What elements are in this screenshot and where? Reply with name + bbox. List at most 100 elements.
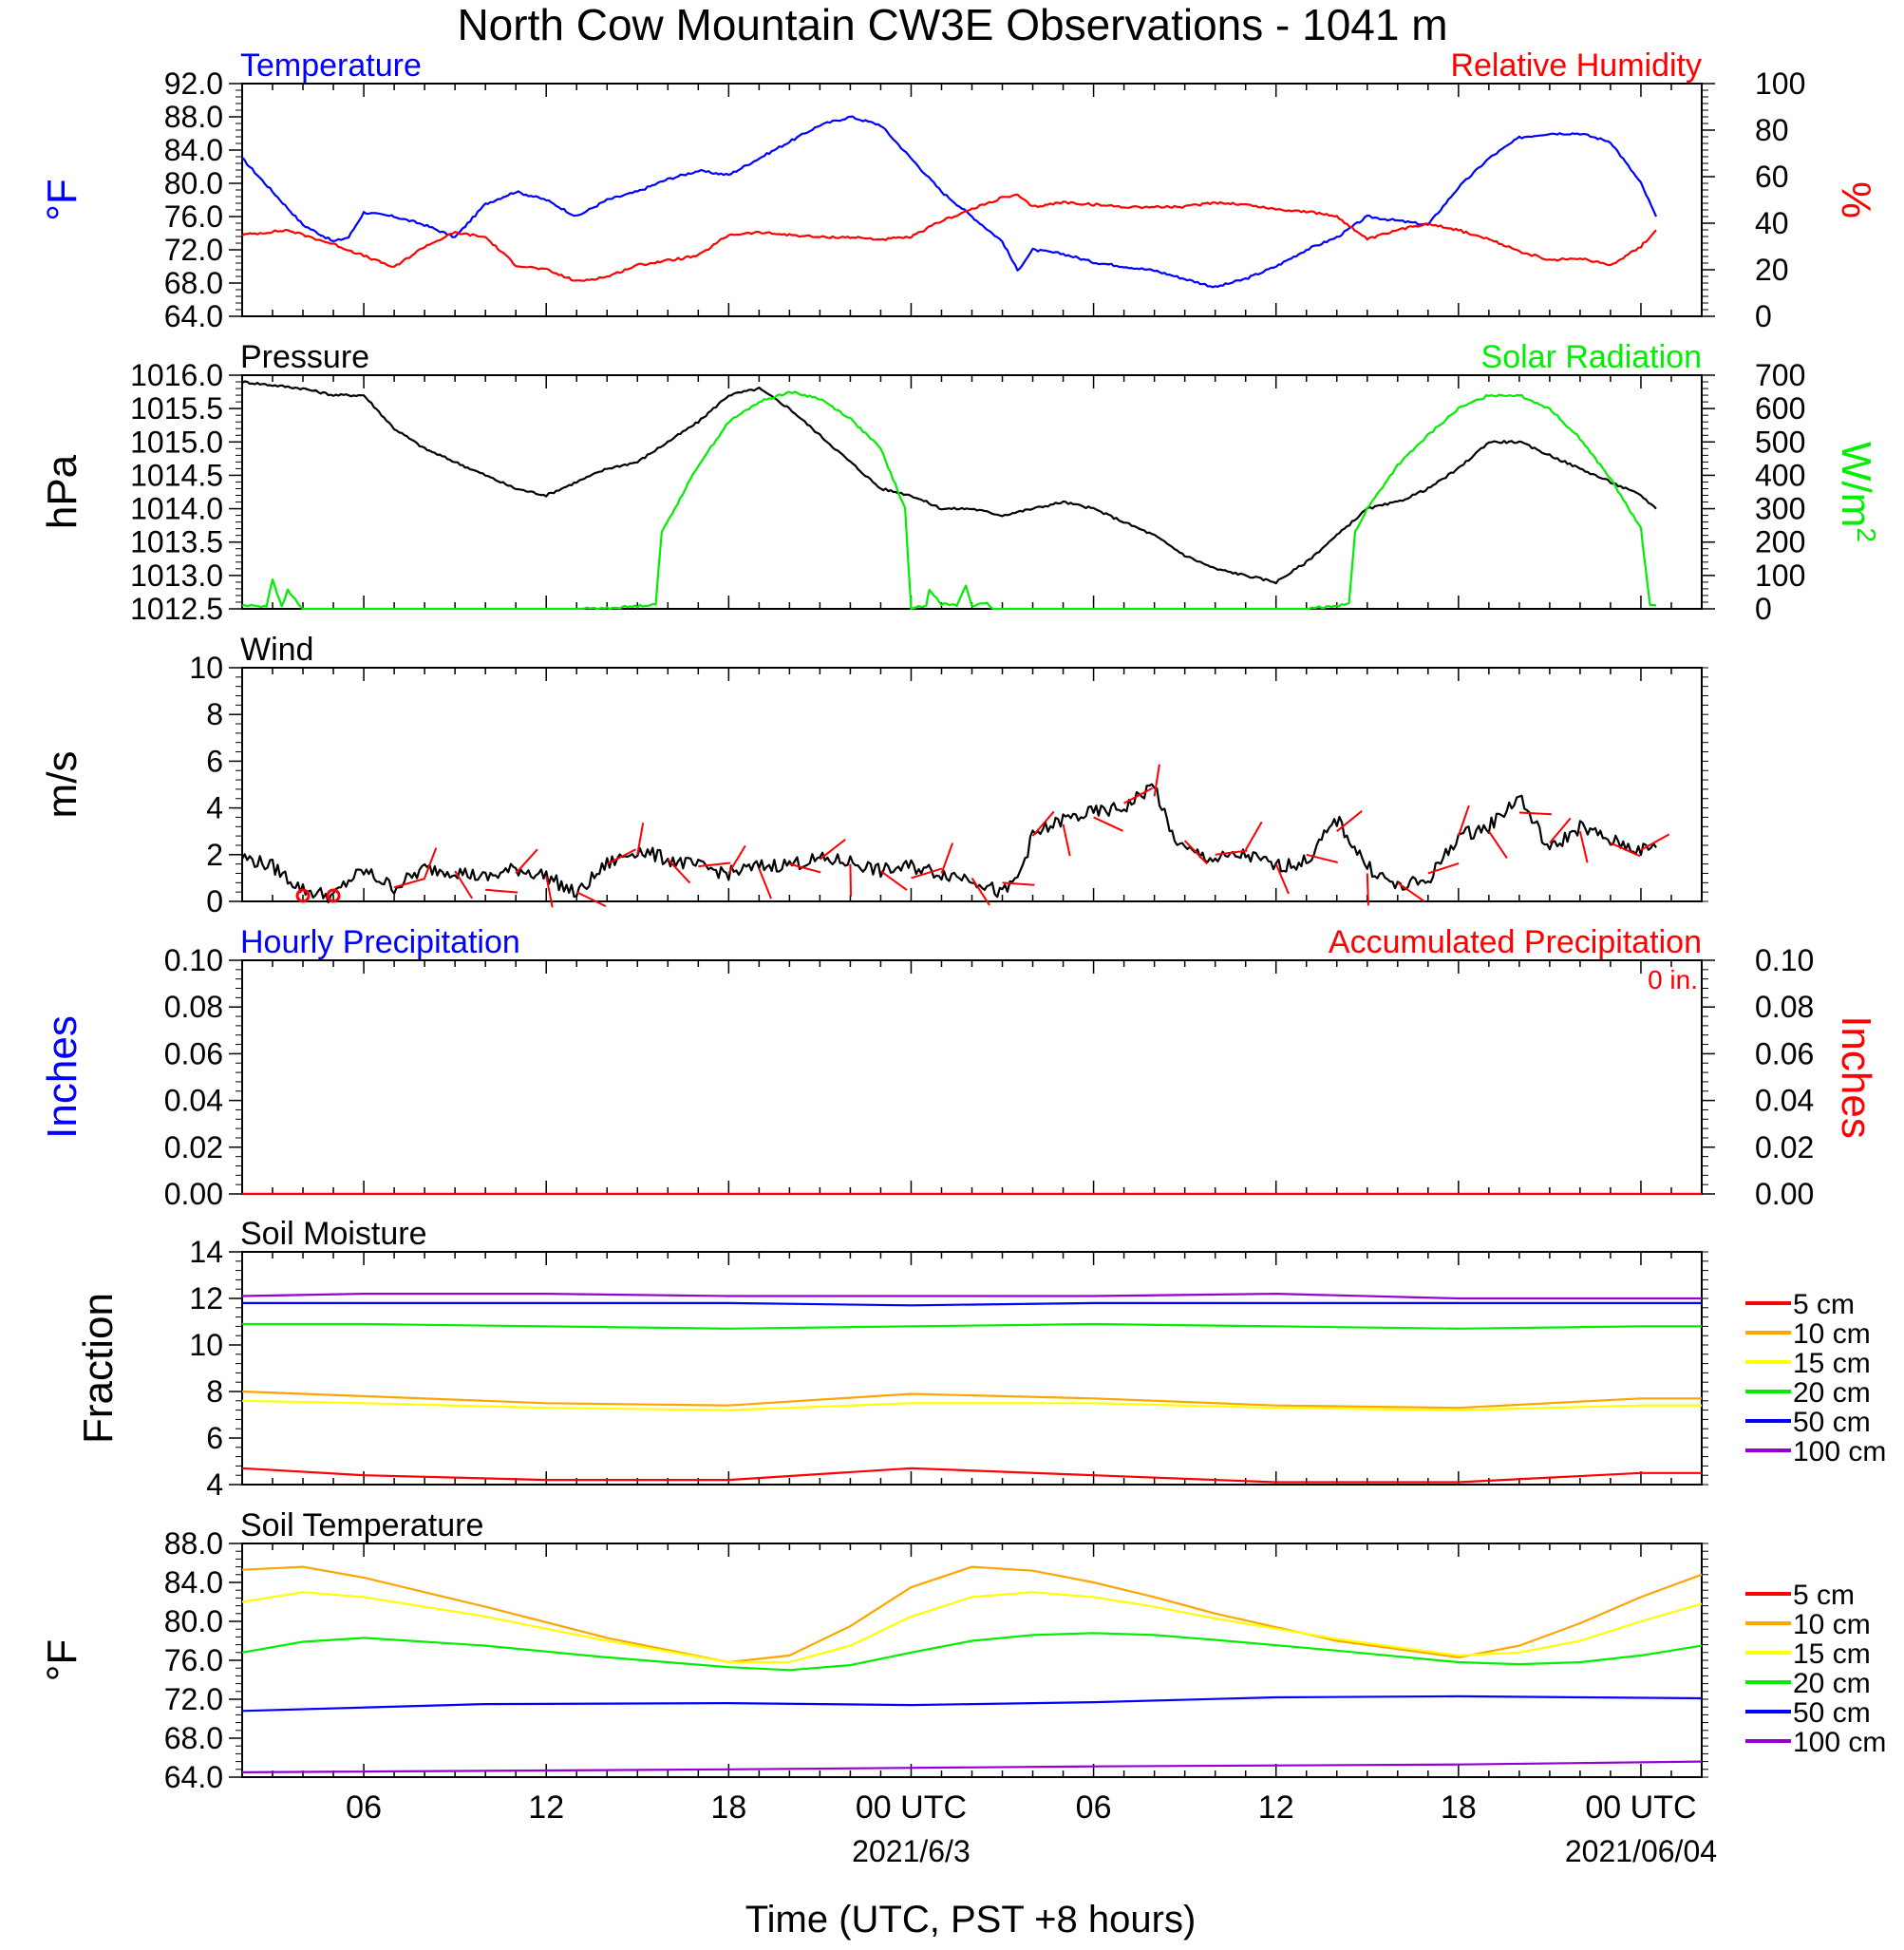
y-tick-label: 76.0: [164, 1643, 223, 1677]
wind-barb: [849, 863, 853, 897]
wind-barb: [1578, 830, 1589, 863]
panel-1: 64.068.072.076.080.084.088.092.0 0 20 40 60 8…: [39, 47, 1879, 333]
y-tick-label: 1012.5: [130, 592, 223, 626]
y-axis-label-right: Inches: [1833, 1015, 1879, 1139]
panel-title-left: Pressure: [240, 339, 369, 375]
y-tick-label: 84.0: [164, 1565, 223, 1600]
wind-barb: [1093, 816, 1123, 832]
y-tick-label: 80.0: [164, 166, 223, 200]
y-tick-label: 0.00: [164, 1177, 223, 1211]
wind-barb: [879, 870, 908, 891]
legend-label: 50 cm: [1793, 1697, 1871, 1729]
y-tick-label: 14: [189, 1235, 223, 1269]
x-tick-label: 18: [710, 1789, 746, 1826]
plot-frame: [241, 83, 1703, 317]
wind-barb: [1610, 842, 1641, 858]
legend-label: 20 cm: [1793, 1668, 1871, 1699]
wind-barb: [758, 868, 773, 899]
y-right-tick-label: 600: [1755, 391, 1805, 426]
accumulated-annotation: 0 in.: [1648, 965, 1698, 994]
y-tick-label: 8: [206, 1374, 223, 1409]
plot-frame: [241, 667, 1703, 902]
y-tick-label: 64.0: [164, 1760, 223, 1794]
wind-barb: [454, 870, 474, 899]
series-line-15-cm: [241, 1591, 1703, 1664]
y-tick-label: 84.0: [164, 133, 223, 167]
panel-2: 1012.51013.01013.51014.01014.51015.01015…: [39, 339, 1881, 626]
y-tick-label: 12: [189, 1281, 223, 1316]
wind-barb: [1062, 824, 1071, 857]
y-axis-label-left: hPa: [39, 454, 85, 529]
y-right-tick-label: 0: [1755, 592, 1772, 626]
panel-title-left: Temperature: [240, 47, 422, 84]
wind-barb: [515, 848, 538, 875]
y-axis-label-left: °F: [39, 1639, 85, 1681]
y-tick-label: 1013.0: [130, 558, 223, 593]
y-right-tick-label: 400: [1755, 458, 1805, 492]
series-line-100-cm: [241, 1760, 1703, 1773]
wind-barb: [1153, 764, 1160, 797]
y-right-tick-label: 0: [1755, 299, 1772, 333]
wind-barb: [911, 867, 943, 880]
wind-barb: [1123, 786, 1154, 805]
y-tick-label: 72.0: [164, 233, 223, 267]
x-tick-label: 00 UTC: [856, 1789, 967, 1826]
series-line-5-cm: [241, 1467, 1702, 1484]
panel-title-left: Hourly Precipitation: [240, 924, 520, 960]
wind-barb: [1002, 881, 1035, 886]
wind-barb: [789, 862, 821, 874]
series-line-20-cm: [242, 1322, 1702, 1330]
y-right-tick-label: 200: [1755, 525, 1805, 559]
x-tick-label: 06: [346, 1789, 382, 1826]
y-tick-label: 0.10: [164, 943, 223, 977]
wind-barb: [1215, 849, 1248, 856]
y-tick-label: 88.0: [164, 100, 223, 134]
wind-barb: [1397, 881, 1425, 902]
wind-barb: [698, 861, 731, 868]
y-tick-label: 80.0: [164, 1604, 223, 1638]
wind-barb: [636, 823, 645, 855]
y-tick-label: 0.08: [164, 990, 223, 1024]
y-tick-label: 76.0: [164, 199, 223, 234]
series-line-left: [241, 380, 1657, 585]
series-line-10-cm: [241, 1390, 1702, 1410]
y-right-tick-label: 0.04: [1755, 1084, 1814, 1118]
y-right-tick-label: 100: [1755, 558, 1805, 593]
series-line-50-cm: [242, 1301, 1702, 1307]
series-line-left: [241, 783, 1657, 903]
y-right-tick-label: 40: [1755, 206, 1789, 240]
series-line-right: [241, 390, 1657, 611]
y-right-tick-label: 500: [1755, 425, 1805, 459]
plot-frame: [241, 1543, 1703, 1778]
wind-calm-circle: [295, 888, 311, 903]
y-tick-label: 68.0: [164, 266, 223, 300]
y-tick-label: 4: [206, 791, 223, 825]
y-right-tick-label: 20: [1755, 253, 1789, 287]
y-tick-label: 1013.5: [130, 525, 223, 559]
legend-label: 10 cm: [1793, 1318, 1871, 1350]
wind-barb: [1366, 873, 1369, 906]
wind-barb: [545, 875, 554, 908]
wind-barb: [1488, 830, 1508, 859]
series-line-50-cm: [241, 1694, 1703, 1713]
wind-barb: [1183, 840, 1208, 865]
y-right-tick-label: 60: [1755, 160, 1789, 194]
y-right-tick-label: 100: [1755, 66, 1805, 101]
y-tick-label: 1015.5: [130, 391, 223, 426]
wind-barb: [727, 844, 746, 874]
y-tick-label: 1015.0: [130, 425, 223, 459]
series-line-left: [241, 115, 1658, 289]
panel-title-right: Accumulated Precipitation: [1329, 924, 1702, 960]
x-tick-label: 12: [1258, 1789, 1294, 1826]
y-tick-label: 92.0: [164, 66, 223, 101]
y-tick-label: 0.04: [164, 1084, 223, 1118]
wind-barb: [1031, 810, 1055, 837]
y-tick-label: 1014.0: [130, 492, 223, 526]
series-line-10-cm: [241, 1565, 1703, 1664]
y-tick-label: 8: [206, 697, 223, 731]
wind-barb: [1336, 810, 1363, 832]
